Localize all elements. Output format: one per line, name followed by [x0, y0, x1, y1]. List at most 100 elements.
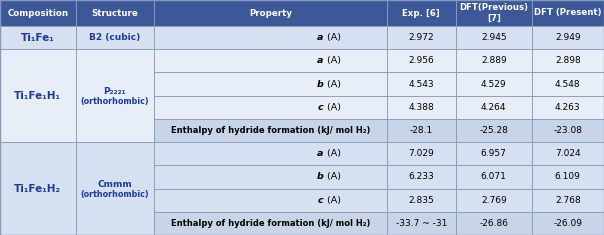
Text: 2.949: 2.949 — [555, 33, 580, 42]
Text: 6.109: 6.109 — [555, 172, 580, 181]
Text: 7.029: 7.029 — [408, 149, 434, 158]
Bar — [532, 212, 604, 235]
Text: (orthorhombic): (orthorhombic) — [80, 190, 149, 199]
Text: 2.768: 2.768 — [555, 196, 580, 205]
Text: 4.543: 4.543 — [408, 80, 434, 89]
Bar — [76, 0, 154, 26]
Bar — [456, 96, 532, 119]
Text: Structure: Structure — [91, 8, 138, 17]
Bar — [387, 96, 456, 119]
Text: 6.957: 6.957 — [481, 149, 507, 158]
Text: 2.889: 2.889 — [481, 56, 507, 65]
Text: DFT (Present): DFT (Present) — [534, 8, 602, 17]
Text: 2.972: 2.972 — [408, 33, 434, 42]
Text: -23.08: -23.08 — [553, 126, 582, 135]
Text: 4.264: 4.264 — [481, 103, 507, 112]
Text: (A): (A) — [324, 56, 341, 65]
Text: 6.233: 6.233 — [408, 172, 434, 181]
Bar — [154, 212, 387, 235]
Text: Ti₁Fe₁: Ti₁Fe₁ — [21, 33, 54, 43]
Text: Composition: Composition — [7, 8, 68, 17]
Text: (orthorhombic): (orthorhombic) — [80, 97, 149, 106]
Text: c: c — [318, 103, 323, 112]
Text: -26.86: -26.86 — [479, 219, 509, 228]
Text: Property: Property — [249, 8, 292, 17]
Bar — [387, 72, 456, 96]
Bar — [456, 0, 532, 26]
Text: 2.945: 2.945 — [481, 33, 507, 42]
Bar — [456, 49, 532, 72]
Text: a: a — [316, 149, 323, 158]
Text: (A): (A) — [324, 149, 341, 158]
Text: (A): (A) — [324, 33, 341, 42]
Text: -25.28: -25.28 — [480, 126, 508, 135]
Bar — [387, 142, 456, 165]
Bar — [76, 142, 154, 235]
Bar — [532, 72, 604, 96]
Text: (A): (A) — [324, 103, 341, 112]
Text: -28.1: -28.1 — [410, 126, 433, 135]
Text: 2.956: 2.956 — [408, 56, 434, 65]
Bar — [387, 188, 456, 212]
Bar — [456, 72, 532, 96]
Bar — [456, 119, 532, 142]
Text: 4.529: 4.529 — [481, 80, 507, 89]
Bar — [387, 49, 456, 72]
Text: Cmmm: Cmmm — [97, 180, 132, 189]
Text: Exp. [6]: Exp. [6] — [402, 8, 440, 17]
Bar — [532, 119, 604, 142]
Bar — [456, 26, 532, 49]
Bar — [154, 119, 387, 142]
Bar — [154, 165, 387, 188]
Bar — [154, 26, 387, 49]
Bar — [532, 26, 604, 49]
Text: (A): (A) — [324, 80, 341, 89]
Text: 4.388: 4.388 — [408, 103, 434, 112]
Text: (A): (A) — [324, 196, 341, 205]
Bar — [387, 212, 456, 235]
Bar — [532, 49, 604, 72]
Text: DFT(Previous)
[7]: DFT(Previous) [7] — [459, 3, 528, 23]
Bar — [456, 212, 532, 235]
Bar — [154, 72, 387, 96]
Bar — [532, 188, 604, 212]
Bar — [532, 142, 604, 165]
Bar — [532, 165, 604, 188]
Text: 2.898: 2.898 — [555, 56, 580, 65]
Text: 7.024: 7.024 — [555, 149, 580, 158]
Bar — [0, 26, 76, 49]
Text: Enthalpy of hydride formation (kJ/ mol H₂): Enthalpy of hydride formation (kJ/ mol H… — [170, 126, 370, 135]
Bar — [532, 96, 604, 119]
Bar — [0, 49, 76, 142]
Bar — [0, 142, 76, 235]
Text: B2 (cubic): B2 (cubic) — [89, 33, 140, 42]
Text: 6.071: 6.071 — [481, 172, 507, 181]
Text: -33.7 ~ -31: -33.7 ~ -31 — [396, 219, 447, 228]
Text: (A): (A) — [324, 172, 341, 181]
Bar — [387, 119, 456, 142]
Text: -26.09: -26.09 — [553, 219, 582, 228]
Bar — [456, 188, 532, 212]
Bar — [76, 26, 154, 49]
Text: 4.263: 4.263 — [555, 103, 580, 112]
Text: 2.769: 2.769 — [481, 196, 507, 205]
Text: Ti₁Fe₁H₂: Ti₁Fe₁H₂ — [14, 184, 61, 194]
Bar — [0, 0, 76, 26]
Bar — [154, 49, 387, 72]
Bar — [154, 0, 387, 26]
Text: P₂₂₂₁: P₂₂₂₁ — [103, 87, 126, 96]
Bar — [154, 96, 387, 119]
Text: a: a — [316, 33, 323, 42]
Bar — [76, 49, 154, 142]
Bar — [532, 0, 604, 26]
Text: Ti₁Fe₁H₁: Ti₁Fe₁H₁ — [14, 91, 61, 101]
Bar — [456, 142, 532, 165]
Bar — [154, 188, 387, 212]
Text: c: c — [318, 196, 323, 205]
Bar — [387, 0, 456, 26]
Text: 2.835: 2.835 — [408, 196, 434, 205]
Bar — [387, 26, 456, 49]
Text: 4.548: 4.548 — [555, 80, 580, 89]
Bar — [456, 165, 532, 188]
Text: Enthalpy of hydride formation (kJ/ mol H₂): Enthalpy of hydride formation (kJ/ mol H… — [170, 219, 370, 228]
